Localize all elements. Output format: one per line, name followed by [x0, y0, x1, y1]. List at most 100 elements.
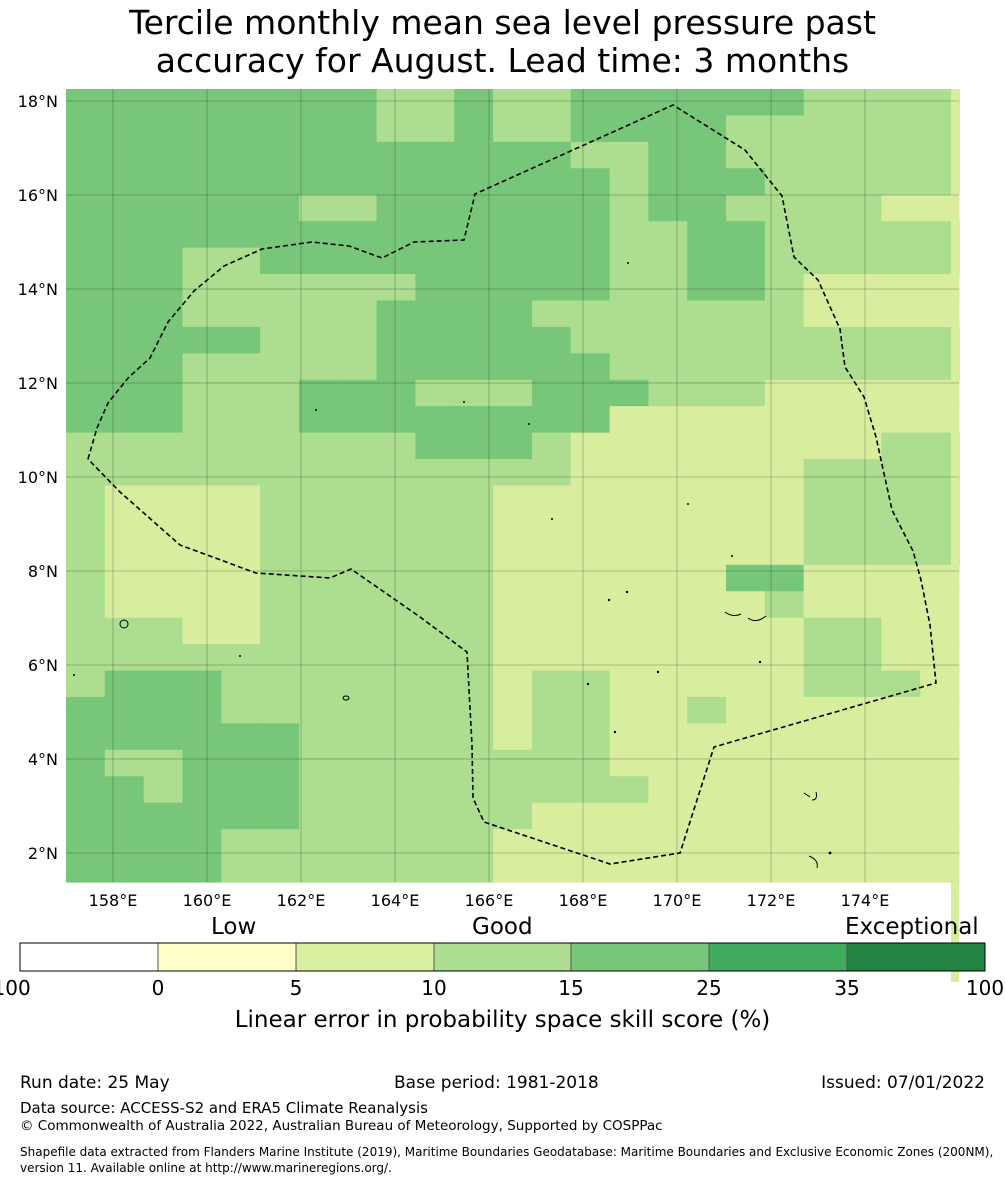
grid-cell	[104, 459, 145, 487]
grid-cell	[221, 89, 261, 117]
grid-cell	[415, 300, 455, 328]
grid-cell	[182, 300, 222, 328]
grid-cell	[376, 644, 417, 672]
colorbar-tick: 15	[558, 976, 584, 1000]
grid-cell	[842, 406, 882, 434]
islet	[731, 555, 733, 557]
grid-cell	[881, 300, 921, 328]
grid-cell	[182, 829, 222, 857]
grid-cell	[221, 194, 261, 222]
grid-cell	[143, 644, 184, 672]
islet	[828, 851, 832, 855]
grid-cell	[104, 617, 145, 645]
grid-cell	[182, 432, 222, 460]
grid-cell	[260, 194, 300, 222]
islet	[463, 401, 465, 403]
grid-cell	[803, 696, 844, 724]
grid-cell	[182, 511, 222, 539]
grid-cell	[104, 670, 145, 698]
grid-cell	[260, 617, 300, 645]
grid-cell	[803, 221, 844, 249]
grid-cell	[143, 459, 184, 487]
grid-cell	[803, 855, 844, 883]
grid-cell	[609, 564, 649, 592]
grid-cell	[648, 221, 688, 249]
grid-cell	[376, 776, 417, 804]
grid-cell	[454, 274, 494, 302]
grid-cell	[454, 459, 494, 487]
grid-cell	[337, 776, 378, 804]
grid-cell	[764, 432, 805, 460]
grid-cell	[66, 379, 106, 407]
grid-cell	[881, 406, 921, 434]
grid-cell	[143, 141, 184, 169]
grid-cell	[298, 485, 339, 513]
grid-cell	[66, 670, 106, 698]
grid-cell	[260, 221, 300, 249]
grid-cell	[609, 353, 649, 381]
grid-cell	[337, 511, 378, 539]
grid-cell	[143, 168, 184, 196]
grid-cell	[648, 696, 688, 724]
colorbar-tick: -100	[0, 976, 31, 1000]
grid-cell	[182, 591, 222, 619]
grid-cell	[570, 274, 611, 302]
grid-cell	[531, 776, 572, 804]
grid-cell	[531, 379, 572, 407]
grid-cell	[648, 644, 688, 672]
grid-cell	[298, 115, 339, 143]
grid-cell	[570, 247, 611, 275]
grid-cell	[221, 696, 261, 724]
grid-cell	[221, 168, 261, 196]
grid-cell	[104, 802, 145, 830]
lat-label: 12°N	[18, 374, 58, 393]
grid-cell	[570, 485, 611, 513]
grid-cell	[454, 300, 494, 328]
grid-cell	[66, 855, 106, 883]
grid-cell	[221, 591, 261, 619]
grid-cell	[415, 168, 455, 196]
grid-cell	[726, 89, 766, 117]
grid-cell	[726, 247, 766, 275]
grid-cell	[764, 802, 805, 830]
grid-cell	[260, 829, 300, 857]
grid-cell	[648, 776, 688, 804]
grid-cell	[803, 749, 844, 777]
grid-cell	[764, 591, 805, 619]
grid-cell	[726, 670, 766, 698]
grid-cell	[764, 141, 805, 169]
grid-cell	[881, 776, 921, 804]
grid-cell	[66, 538, 106, 566]
grid-cell	[493, 564, 533, 592]
grid-cell	[570, 326, 611, 354]
grid-cell	[609, 379, 649, 407]
grid-cell	[881, 855, 921, 883]
grid-cell	[687, 749, 727, 777]
grid-cell	[337, 564, 378, 592]
grid-cell	[881, 829, 921, 857]
grid-cell	[104, 115, 145, 143]
grid-cell	[803, 644, 844, 672]
grid-cell	[454, 749, 494, 777]
grid-cell	[143, 485, 184, 513]
grid-cell	[493, 538, 533, 566]
grid-cell	[609, 696, 649, 724]
grid-cell	[803, 89, 844, 117]
grid-cell	[726, 353, 766, 381]
grid-cell	[260, 696, 300, 724]
lon-label: 162°E	[277, 891, 326, 910]
run-date: Run date: 25 May	[20, 1073, 170, 1093]
grid-cell	[66, 644, 106, 672]
grid-cell	[687, 723, 727, 751]
grid-cell	[298, 326, 339, 354]
grid-cell	[687, 194, 727, 222]
grid-cell	[415, 617, 455, 645]
grid-cell	[726, 459, 766, 487]
grid-cell	[104, 432, 145, 460]
grid-cell	[570, 617, 611, 645]
grid-cell	[803, 776, 844, 804]
grid-cell	[609, 538, 649, 566]
colorbar-tick: 25	[696, 976, 722, 1000]
grid-cell	[531, 564, 572, 592]
grid-cell	[66, 168, 106, 196]
